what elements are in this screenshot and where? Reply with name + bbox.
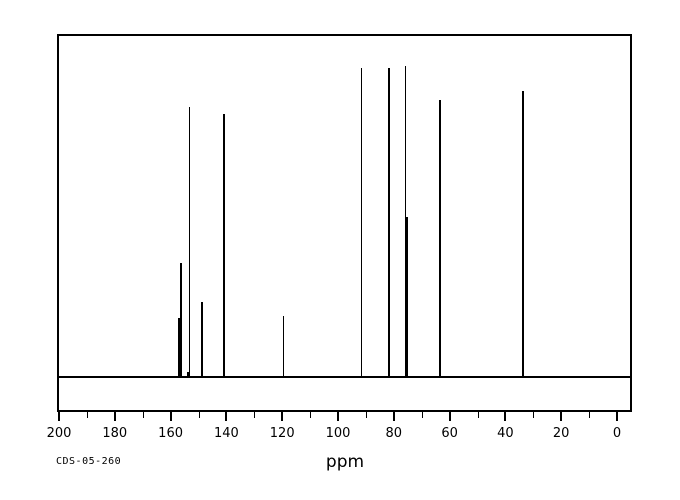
plot-frame <box>57 34 632 412</box>
x-axis-minor-tick <box>533 412 535 418</box>
x-axis-tick-label: 20 <box>552 426 570 441</box>
x-axis-major-tick <box>281 412 284 421</box>
peak-line <box>404 66 407 378</box>
x-axis-minor-tick <box>142 412 144 418</box>
peak-line <box>439 100 441 378</box>
x-axis-tick-label: 100 <box>325 426 351 441</box>
x-axis-major-tick <box>616 412 618 421</box>
x-axis-tick-label: 200 <box>46 426 72 441</box>
peak-line <box>178 318 181 378</box>
x-axis-major-tick <box>169 412 172 421</box>
peak-line <box>187 372 189 378</box>
peak-line <box>360 68 363 378</box>
x-axis-title: ppm <box>325 452 365 472</box>
x-axis-minor-tick <box>86 412 88 418</box>
sample-id-label: CDS-05-260 <box>56 456 122 467</box>
x-axis-tick-label: 80 <box>385 426 403 441</box>
x-axis-tick-label: 160 <box>158 426 184 441</box>
x-axis-tick-label: 180 <box>102 426 128 441</box>
peak-line <box>282 316 285 378</box>
x-axis-tick-label: 60 <box>441 426 458 441</box>
spectrum-baseline <box>57 376 632 378</box>
peak-line <box>522 91 524 378</box>
x-axis-major-tick <box>58 412 60 421</box>
x-axis-minor-tick <box>310 412 312 418</box>
x-axis-minor-tick <box>421 412 423 418</box>
x-axis-tick-label: 120 <box>269 426 295 441</box>
x-axis-major-tick <box>560 412 563 421</box>
x-axis-major-tick <box>113 412 116 421</box>
x-axis-minor-tick <box>477 412 479 418</box>
x-axis-tick-label: 0 <box>612 426 622 441</box>
x-axis-major-tick <box>337 412 339 421</box>
peak-line <box>201 302 203 378</box>
peak-line <box>405 217 409 378</box>
x-axis-minor-tick <box>365 412 367 418</box>
x-axis-minor-tick <box>589 412 591 418</box>
x-axis-tick-label: 40 <box>497 426 514 441</box>
peak-line <box>388 68 390 378</box>
x-axis-tick-label: 140 <box>213 426 239 441</box>
x-axis-major-tick <box>504 412 507 421</box>
x-axis-minor-tick <box>198 412 200 418</box>
x-axis-major-tick <box>392 412 395 421</box>
x-axis-major-tick <box>448 412 451 421</box>
x-axis-minor-tick <box>254 412 256 418</box>
x-axis-major-tick <box>225 412 228 421</box>
peak-line <box>223 114 225 378</box>
peak-line <box>188 107 191 378</box>
peak-line <box>180 263 182 378</box>
